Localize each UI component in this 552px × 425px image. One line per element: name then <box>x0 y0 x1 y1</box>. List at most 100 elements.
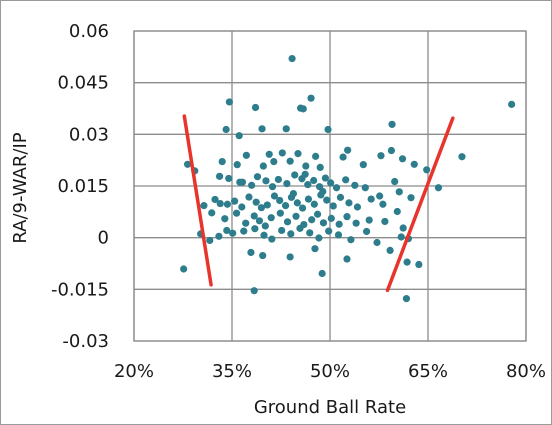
y-tick-label: -0.03 <box>62 331 109 352</box>
data-point <box>344 146 352 154</box>
data-point <box>393 207 401 216</box>
data-point <box>343 213 351 221</box>
data-point <box>458 153 466 161</box>
data-point <box>410 160 418 168</box>
data-point <box>367 195 375 203</box>
data-point <box>262 177 270 185</box>
data-point <box>261 222 269 230</box>
data-point <box>362 227 371 236</box>
data-point <box>313 210 322 218</box>
data-point <box>250 212 258 220</box>
data-point <box>183 160 192 168</box>
data-point <box>286 157 294 165</box>
data-point <box>225 174 233 183</box>
data-point <box>332 184 341 192</box>
data-point <box>206 236 214 245</box>
y-tick-label: 0.015 <box>57 176 109 197</box>
data-point <box>263 201 271 209</box>
data-point <box>347 236 355 244</box>
data-point <box>351 181 359 189</box>
data-point <box>316 163 324 171</box>
data-point <box>353 203 362 211</box>
data-point <box>259 251 267 260</box>
data-point <box>402 295 411 303</box>
data-point <box>276 209 284 217</box>
data-point <box>336 193 345 201</box>
data-point <box>216 199 224 208</box>
data-point <box>260 231 268 239</box>
data-point <box>395 188 403 196</box>
x-tick-label: 35% <box>212 361 252 382</box>
data-point <box>329 202 337 210</box>
data-point <box>306 229 314 237</box>
data-point <box>508 100 516 108</box>
data-point <box>381 217 389 226</box>
x-tick-labels: 20% 35% 50% 65% 80% <box>114 361 546 382</box>
data-point <box>221 215 229 223</box>
trend-lines <box>182 114 455 293</box>
data-point <box>257 204 265 212</box>
data-point <box>327 214 335 222</box>
data-point <box>233 161 241 169</box>
data-point <box>268 235 276 243</box>
data-point <box>391 177 399 186</box>
data-point <box>379 200 387 208</box>
data-point <box>215 232 223 240</box>
data-point <box>339 153 347 161</box>
y-tick-label: 0.03 <box>69 124 109 145</box>
data-point <box>242 151 250 159</box>
y-tick-label: 0 <box>98 228 109 249</box>
trend-line-left <box>182 114 213 287</box>
data-point <box>399 224 407 232</box>
x-tick-label: 50% <box>310 361 350 382</box>
x-tick-label: 80% <box>506 361 546 382</box>
data-point <box>298 204 307 212</box>
data-point <box>258 125 266 133</box>
data-point <box>292 212 300 220</box>
data-point <box>307 94 315 102</box>
data-point <box>343 255 351 263</box>
data-point <box>215 172 224 180</box>
data-point <box>334 231 343 239</box>
y-tick-label: 0.06 <box>69 21 109 42</box>
data-point <box>252 198 260 206</box>
y-axis-title: RA/9-WAR/IP <box>10 132 31 243</box>
data-point <box>327 179 335 187</box>
data-point <box>250 287 258 295</box>
data-point <box>281 202 290 210</box>
data-point <box>267 214 275 222</box>
data-point <box>398 155 407 163</box>
data-point <box>319 219 328 227</box>
data-point <box>299 105 307 113</box>
data-point <box>293 199 301 207</box>
data-point <box>225 98 233 106</box>
data-point <box>276 196 284 205</box>
data-point <box>423 166 431 174</box>
data-point <box>310 176 318 185</box>
data-point <box>361 184 369 192</box>
data-point <box>415 260 423 269</box>
data-point <box>296 224 304 232</box>
data-point <box>236 178 244 186</box>
data-point <box>324 125 332 134</box>
data-point <box>265 150 273 158</box>
data-points <box>180 54 516 303</box>
data-point <box>235 132 243 140</box>
data-point <box>238 203 246 211</box>
data-point <box>270 192 279 200</box>
data-point <box>302 162 310 170</box>
data-point <box>208 209 216 217</box>
data-point <box>352 219 360 227</box>
data-point <box>247 248 255 257</box>
y-tick-labels: 0.06 0.045 0.03 0.015 0 -0.015 -0.03 <box>51 21 109 352</box>
data-point <box>278 149 286 157</box>
gridlines <box>133 30 527 342</box>
data-point <box>304 181 312 189</box>
data-point <box>211 195 219 204</box>
data-point <box>315 234 323 242</box>
data-point <box>403 258 411 266</box>
data-point <box>388 120 396 128</box>
data-point <box>229 229 237 237</box>
data-point <box>200 202 208 210</box>
